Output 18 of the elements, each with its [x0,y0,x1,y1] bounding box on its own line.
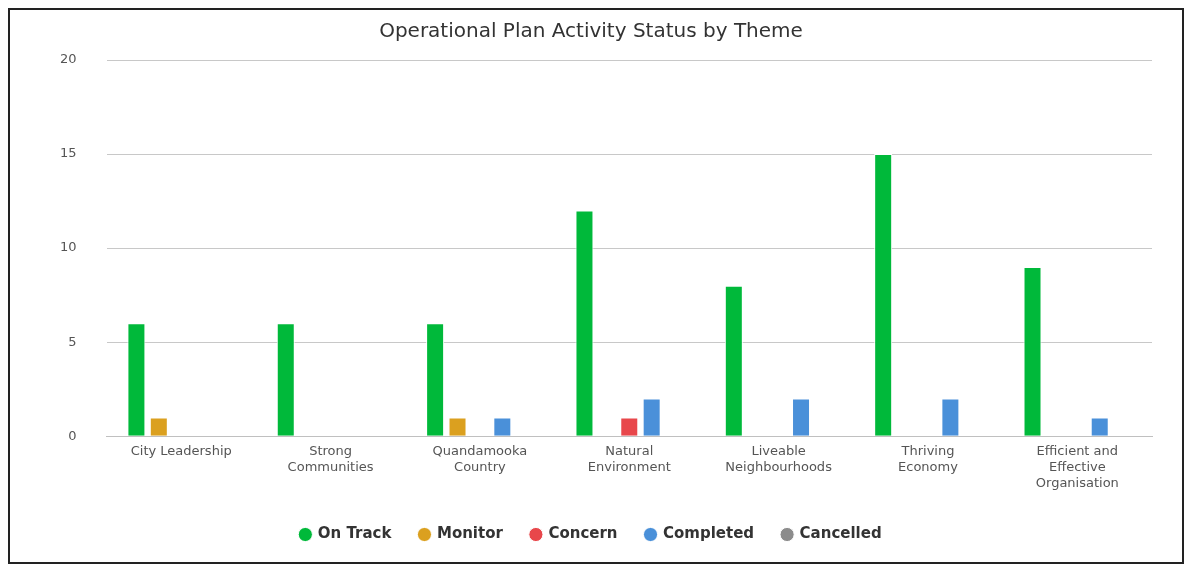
legend-label: Completed [663,524,755,543]
legend-label: Monitor [436,524,504,543]
x-tick-label: City Leadership [130,443,232,459]
y-tick-label: 15 [60,145,77,161]
x-tick-label: Quandamooka Country [432,443,528,474]
y-tick-label: 5 [68,333,77,349]
chart-title: Operational Plan Activity Status by Theme [379,18,803,43]
x-tick-label: Efficient and Effective Organisation [1035,443,1119,490]
legend-label: On Track [317,524,393,543]
x-tick-label: Thriving Economy [898,443,959,474]
x-tick-label: Strong Communities [287,443,374,474]
y-tick-label: 20 [60,51,77,67]
y-tick-label: 10 [60,239,77,255]
legend-label: Cancelled [799,524,882,543]
x-tick-label: Natural Environment [587,443,671,474]
legend-label: Concern [548,524,618,543]
y-tick-label: 0 [68,427,77,443]
x-tick-label: Liveable Neighbourhoods [725,443,833,474]
